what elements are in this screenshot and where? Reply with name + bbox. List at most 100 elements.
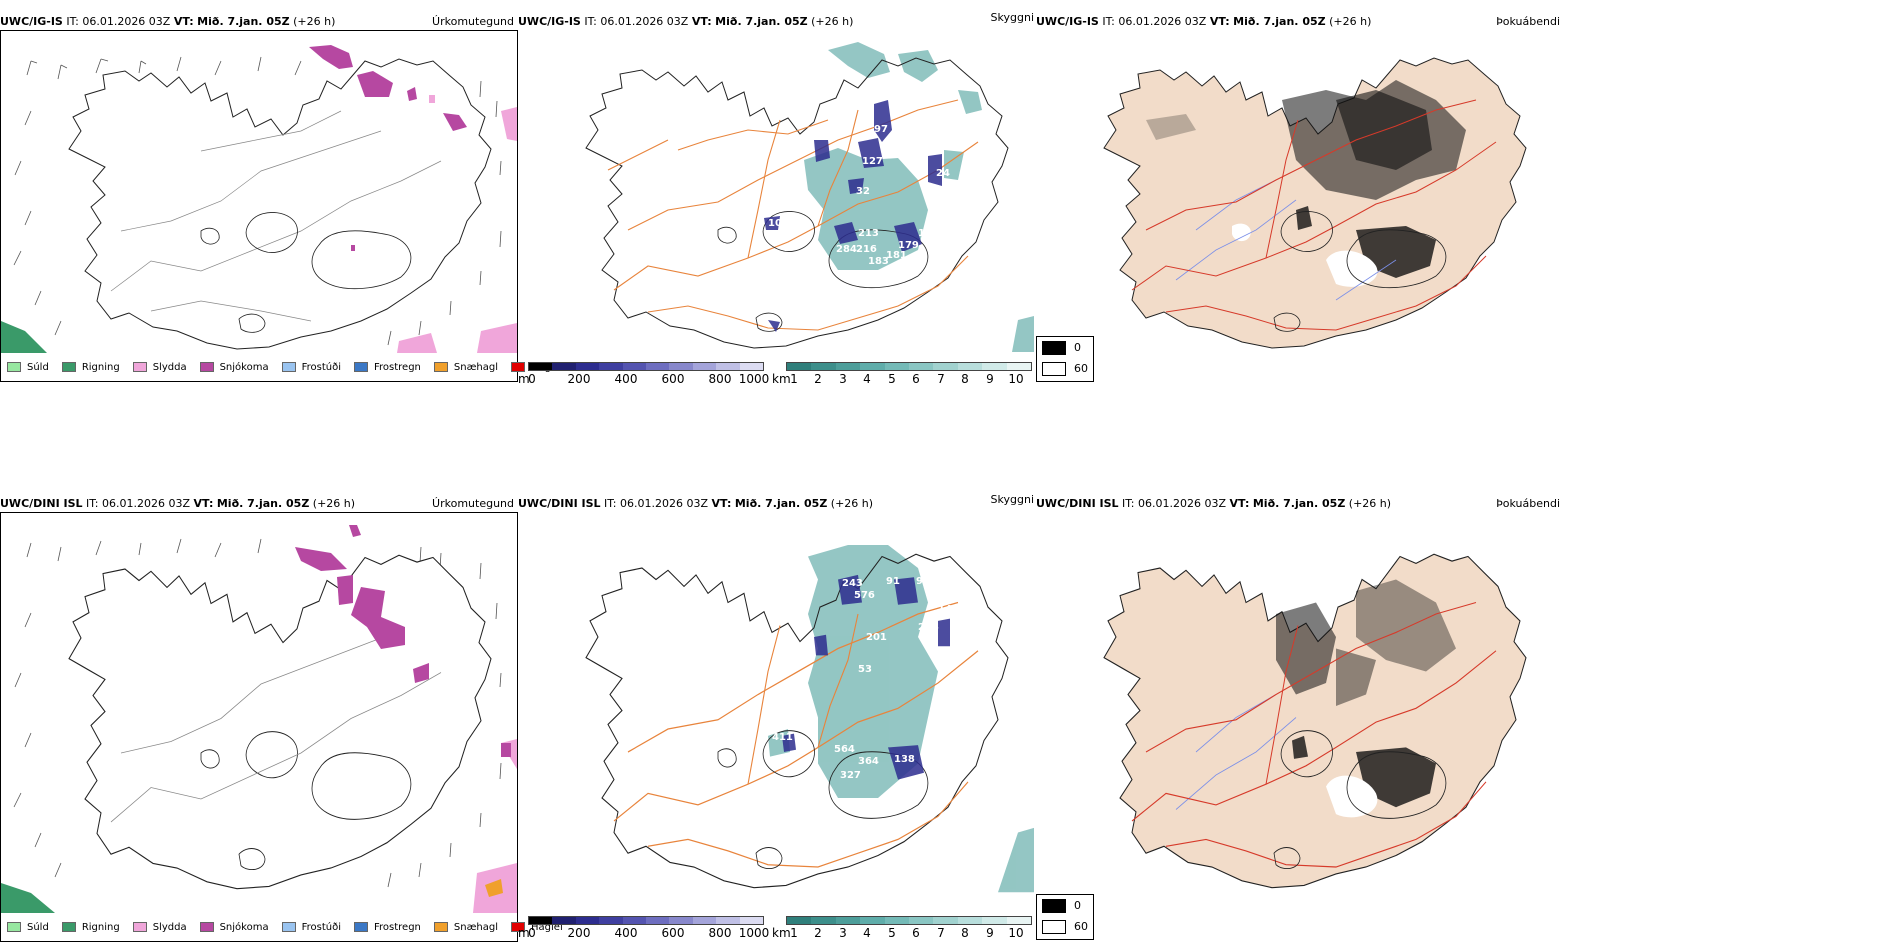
cloud-base-label: 228	[918, 622, 939, 633]
colorbar-tick: 800	[708, 926, 732, 940]
it-value: 06.01.2026 03Z	[1138, 497, 1227, 510]
visibility-areas	[804, 42, 1034, 352]
cloud-base-colorbar: m 0 200 400 600 800 1000	[518, 356, 769, 396]
colorbar-tick: 7	[937, 926, 945, 940]
model-name: UWC/DINI ISL	[518, 497, 601, 510]
cloud-base-label: 53	[858, 664, 872, 675]
precip-type-panel-row2: UWC/DINI ISL IT: 06.01.2026 03Z VT: Mið.…	[0, 496, 563, 950]
visibility-colorbar: km 1 2 3 4 5 6 7 8 9 10	[772, 910, 1034, 950]
fog-legend-label: 60	[1074, 920, 1088, 933]
cloud-base-areas	[764, 100, 942, 332]
cloud-base-label: 327	[840, 770, 861, 781]
cloud-base-label: 364	[858, 756, 879, 767]
it-value: 06.01.2026 03Z	[620, 497, 709, 510]
legend-item-rigning: Rigning	[61, 362, 120, 373]
iceland-map	[1, 525, 517, 913]
colorbar-tick: 4	[863, 926, 871, 940]
model-name: UWC/IG-IS	[1036, 15, 1099, 28]
it-value: 06.01.2026 03Z	[102, 497, 191, 510]
colorbar-tick: 5	[888, 926, 896, 940]
cloud-base-label: 91	[886, 576, 900, 587]
cloud-base-label: 32	[856, 186, 870, 197]
precip-legend: Súld Rigning Slydda Snjókoma Frostúði Fr…	[1, 353, 563, 381]
snow-areas	[309, 45, 467, 251]
cloud-base-label: 127	[862, 156, 883, 167]
colorbar-tick: 400	[614, 372, 638, 386]
legend-item-haglel: Haglél	[511, 922, 563, 933]
panel-title: UWC/DINI ISL IT: 06.01.2026 03Z VT: Mið.…	[518, 496, 1036, 512]
iceland-map: 243 576 91 90 201 228 53 44 411 564 364 …	[585, 545, 1034, 893]
colorbar-tick: 9	[986, 372, 994, 386]
cloud-base-label: 216	[856, 244, 877, 255]
colorbar-tick: 0	[528, 926, 536, 940]
colorbar-tick: 5	[888, 372, 896, 386]
legend-item-frostudi: Frostúði	[281, 922, 341, 933]
roads	[607, 99, 979, 331]
rain-area	[1, 321, 47, 353]
colorbar-tick: 2	[814, 372, 822, 386]
cloud-base-label: 90	[916, 576, 930, 587]
cloud-base-label: 62	[880, 142, 894, 153]
legend-item-rigning: Rigning	[61, 922, 120, 933]
legend-item-frostudi: Frostúði	[281, 362, 341, 373]
it-value: 06.01.2026 03Z	[82, 15, 171, 28]
colorbar-tick: 1	[790, 372, 798, 386]
visibility-panel-row1: UWC/IG-IS IT: 06.01.2026 03Z VT: Mið. 7.…	[518, 11, 1036, 386]
it-label: IT:	[86, 497, 99, 510]
lead-time: (+26 h)	[811, 15, 854, 28]
cloud-base-label: 146	[918, 228, 939, 239]
cloud-base-label: 138	[894, 754, 915, 765]
cloud-base-label: 181	[886, 250, 907, 261]
legend-item-frostregn: Frostregn	[354, 922, 421, 933]
colorbar-tick: 1	[790, 926, 798, 940]
fog-legend: 0 60	[1036, 336, 1094, 382]
rivers	[1175, 179, 1397, 301]
fog-legend-label: 60	[1074, 362, 1088, 375]
cloud-base-label: 213	[858, 228, 879, 239]
cloud-base-label: 411	[772, 732, 793, 743]
colorbar-unit: km	[772, 926, 791, 940]
panel-name: Skyggni	[990, 493, 1034, 506]
fog-indicator-panel-row1: 0 60 UWC/IG-IS IT: 06.01.2026 03Z VT: Mi…	[1036, 14, 1560, 382]
colorbar-tick: 800	[708, 372, 732, 386]
colorbar-unit: m	[518, 926, 530, 940]
panel-name: Úrkomutegund	[432, 15, 514, 28]
vt-label: VT:	[173, 15, 194, 28]
colorbar-tick: 200	[567, 926, 591, 940]
vt-label: VT:	[711, 497, 732, 510]
colorbar-tick: 4	[863, 372, 871, 386]
iceland-map	[1, 45, 517, 353]
colorbar-tick: 6	[912, 372, 920, 386]
colorbar-tick: 10	[1008, 926, 1024, 940]
legend-item-snjokoma: Snjókoma	[199, 922, 269, 933]
vt-label: VT:	[691, 15, 712, 28]
it-label: IT:	[66, 15, 79, 28]
colorbar-tick: 600	[661, 926, 685, 940]
visibility-colorbar: km 1 2 3 4 5 6 7 8 9 10	[772, 356, 1034, 396]
model-name: UWC/IG-IS	[0, 15, 63, 28]
colorbar-tick: 8	[961, 372, 969, 386]
colorbar-tick: 3	[839, 926, 847, 940]
legend-item-suld: Súld	[7, 922, 49, 933]
colorbar-tick: 6	[912, 926, 920, 940]
precip-legend: Súld Rigning Slydda Snjókoma Frostúði Fr…	[1, 913, 563, 941]
vt-label: VT:	[1209, 15, 1230, 28]
cloud-base-label: 97	[874, 124, 888, 135]
legend-item-snaehagl: Snæhagl	[433, 922, 498, 933]
cloud-base-label: 576	[854, 590, 875, 601]
vt-value: Mið. 7.jan. 05Z	[1233, 15, 1326, 28]
legend-item-frostregn: Frostregn	[354, 362, 421, 373]
colorbar-tick: 9	[986, 926, 994, 940]
colorbar-tick: 3	[839, 372, 847, 386]
cloud-base-label: 201	[866, 632, 887, 643]
cloud-base-label: 107	[768, 218, 789, 229]
roads	[1131, 99, 1497, 331]
fog-legend-label: 0	[1074, 899, 1081, 912]
vt-value: Mið. 7.jan. 05Z	[216, 497, 310, 510]
model-name: UWC/IG-IS	[518, 15, 581, 28]
panel-name: Skyggni	[990, 11, 1034, 24]
cloud-base-label: 243	[842, 578, 863, 589]
fog-legend-label: 0	[1074, 341, 1081, 354]
colorbar-tick: 200	[567, 372, 591, 386]
cloud-base-label: 179	[898, 240, 919, 251]
